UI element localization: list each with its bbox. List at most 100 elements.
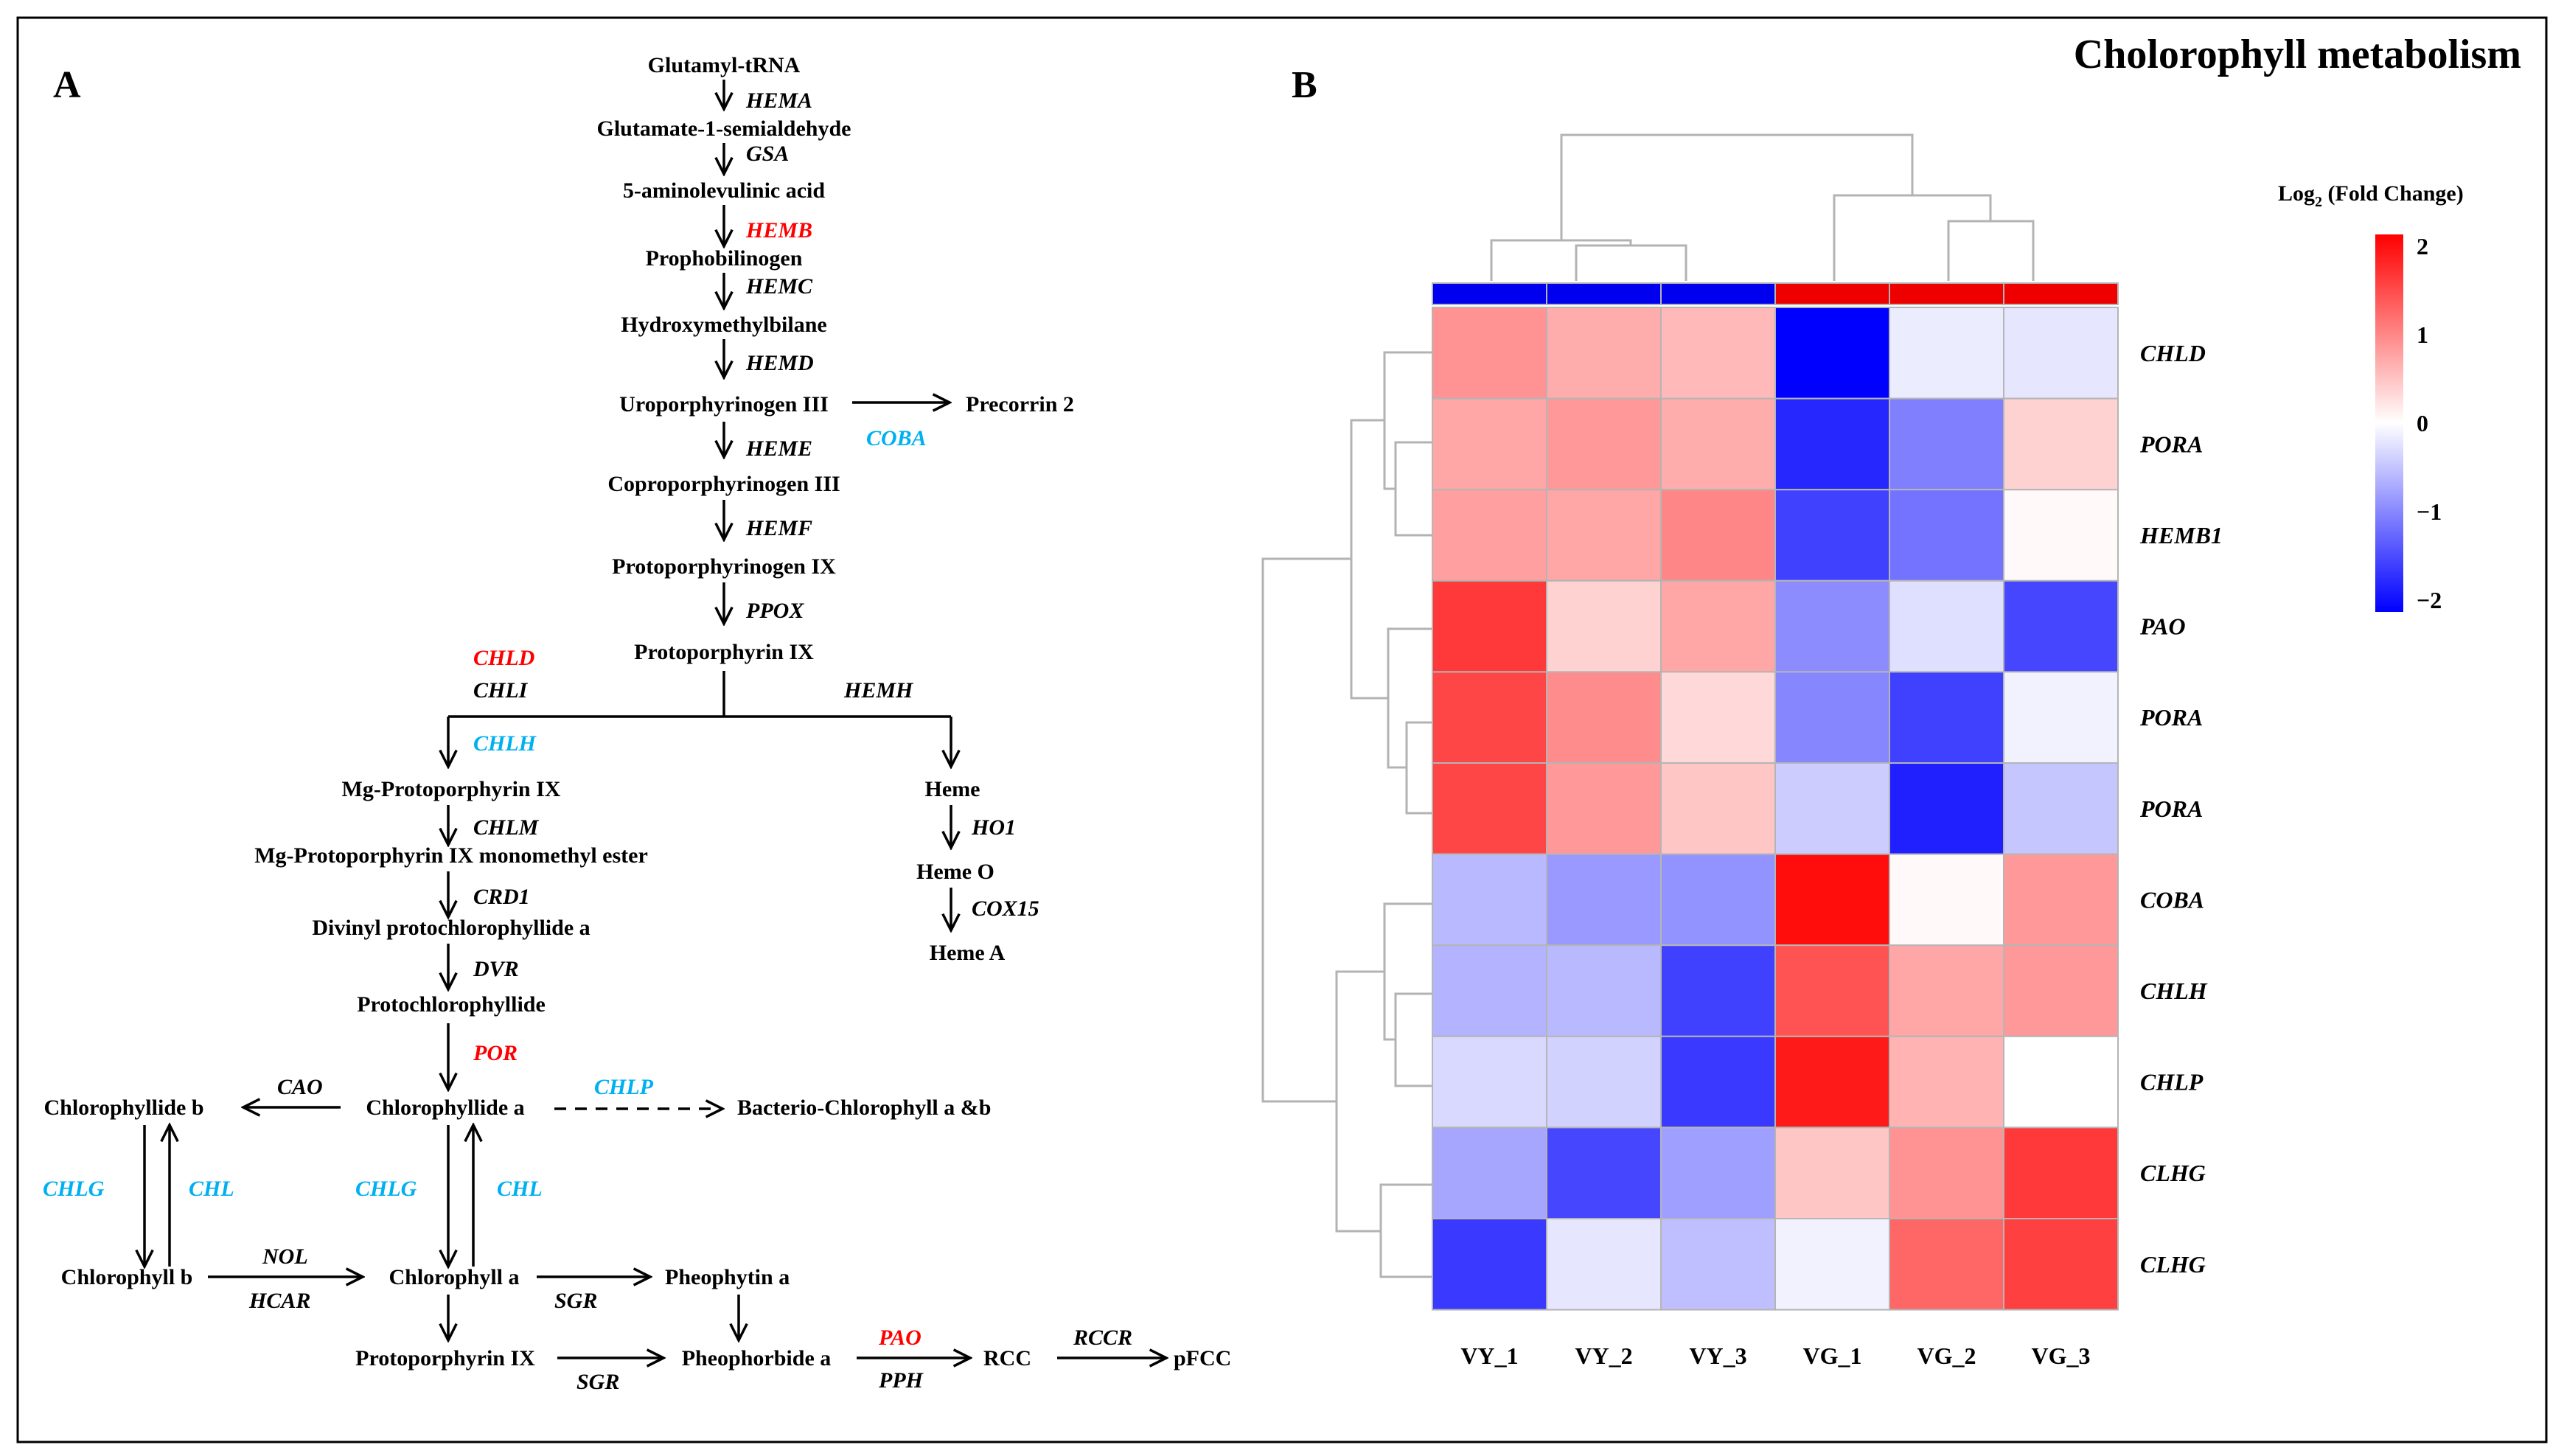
heatmap-cell — [1432, 307, 1547, 400]
row-labels: CHLD PORA HEMB1 PAO PORA PORA COBA CHLH CHLP CLHG… — [2139, 340, 2223, 1278]
legend-tick-label: 0 — [2417, 410, 2428, 436]
gene-chlh: CHLH — [473, 731, 537, 756]
gene-chlg-mid: CHLG — [355, 1177, 417, 1201]
gene-chl-left: CHL — [189, 1177, 234, 1201]
met-chlorophyll-b: Chlorophyll b — [61, 1265, 193, 1289]
heatmap-cell — [2003, 489, 2119, 582]
group-bar-cell — [1889, 282, 2004, 305]
met-hydroxymethylbilane: Hydroxymethylbilane — [621, 313, 826, 337]
heatmap-cell — [1774, 853, 1890, 947]
gene-gsa: GSA — [746, 142, 789, 166]
met-glutamate-semialdehyde: Glutamate-1-semialdehyde — [597, 116, 851, 141]
heatmap-cell — [1546, 853, 1662, 947]
heatmap-cell — [1660, 1218, 1776, 1311]
column-label: VG_3 — [2032, 1342, 2091, 1369]
gene-hemh: HEMH — [843, 678, 914, 703]
row-label: CHLD — [2140, 340, 2206, 366]
heatmap-cell — [1660, 671, 1776, 764]
panel-a: A Glutamyl-tRNA HEMA Glutamate-1-semiald… — [43, 53, 1231, 1394]
heatmap-cell — [2003, 579, 2119, 673]
met-bacterio: Bacterio-Chlorophyll a &b — [737, 1096, 991, 1120]
legend-gradient-bar — [2375, 234, 2403, 612]
column-label: VY_2 — [1575, 1342, 1632, 1369]
heatmap-cell — [1774, 944, 1890, 1037]
heatmap-cell — [1889, 397, 2004, 491]
met-protoporphyrin-2: Protoporphyrin IX — [355, 1346, 535, 1370]
heatmap-cell — [1660, 944, 1776, 1037]
gene-hemf: HEMF — [745, 516, 812, 540]
met-mg-proto-ester: Mg-Protoporphyrin IX monomethyl ester — [254, 843, 648, 868]
heatmap-cell — [1432, 1218, 1547, 1311]
row-label: CHLP — [2140, 1069, 2204, 1096]
column-labels: VY_1 VY_2 VY_3 VG_1 VG_2 VG_3 — [1460, 1342, 2090, 1369]
row-label: CHLH — [2140, 978, 2208, 1004]
heatmap-cell — [1660, 489, 1776, 582]
heatmap-cell — [1546, 579, 1662, 673]
column-label: VY_3 — [1689, 1342, 1746, 1369]
heatmap-cell — [2003, 671, 2119, 764]
met-glutamyl-trna: Glutamyl-tRNA — [648, 53, 801, 77]
heatmap-cell — [1660, 1035, 1776, 1129]
met-pfcc: pFCC — [1174, 1346, 1231, 1370]
gene-rccr: RCCR — [1073, 1326, 1132, 1350]
gene-ppox: PPOX — [745, 599, 804, 623]
heatmap-cell — [1774, 1218, 1890, 1311]
row-label: PORA — [2139, 431, 2203, 457]
color-legend: Log2 (Fold Change) 2 1 0 −1 −2 — [2278, 181, 2464, 613]
gene-sgr-b: SGR — [576, 1370, 619, 1394]
panel-b: B Cholorophyll metabolism CHLD PORA HEMB1 P… — [1261, 32, 2521, 1369]
heatmap-cell — [1889, 1035, 2004, 1129]
heatmap-cell — [1774, 671, 1890, 764]
row-label: CLHG — [2140, 1160, 2206, 1186]
heatmap-cell — [1774, 1035, 1890, 1129]
heatmap-cell — [1660, 853, 1776, 947]
heatmap-cell — [1546, 671, 1662, 764]
gene-pph: PPH — [878, 1368, 924, 1393]
met-precorrin: Precorrin 2 — [966, 392, 1074, 417]
heatmap-cell — [1889, 944, 2004, 1037]
met-pheophytin: Pheophytin a — [665, 1265, 790, 1289]
gene-coba: COBA — [866, 426, 927, 450]
gene-pao: PAO — [878, 1326, 922, 1350]
gene-nol: NOL — [262, 1244, 308, 1269]
row-label: PORA — [2139, 795, 2203, 822]
heatmap-cell — [1774, 762, 1890, 855]
heatmap-cell — [2003, 1126, 2119, 1220]
heatmap-cell — [1774, 579, 1890, 673]
heatmap-cell — [1660, 307, 1776, 400]
column-label: VY_1 — [1460, 1342, 1518, 1369]
met-rcc: RCC — [983, 1346, 1031, 1370]
heatmap-cell — [2003, 1035, 2119, 1129]
met-coproporphyrinogen: Coproporphyrinogen III — [607, 472, 840, 496]
group-bar-cell — [1660, 282, 1776, 305]
met-heme: Heme — [925, 777, 980, 801]
met-chlorophyllide-b: Chlorophyllide b — [43, 1096, 203, 1120]
met-protoporphyrinogen: Protoporphyrinogen IX — [612, 554, 836, 579]
heatmap-cell — [1546, 307, 1662, 400]
heatmap-cell — [1889, 307, 2004, 400]
gene-chlg-left: CHLG — [43, 1177, 105, 1201]
heatmap-cell — [1889, 1218, 2004, 1311]
heatmap-cell — [1889, 853, 2004, 947]
gene-ho1: HO1 — [971, 815, 1016, 840]
heatmap-cell — [1546, 762, 1662, 855]
panel-b-label: B — [1292, 64, 1317, 106]
gene-cox15: COX15 — [972, 896, 1039, 921]
row-label: CLHG — [2140, 1251, 2206, 1278]
row-dendrogram — [1261, 351, 1432, 1278]
heatmap-cell — [2003, 944, 2119, 1037]
heatmap-cell — [1432, 671, 1547, 764]
heatmap-cell — [1432, 853, 1547, 947]
gene-hemd: HEMD — [745, 351, 814, 375]
gene-hemb: HEMB — [745, 218, 812, 243]
heatmap-cell — [1889, 762, 2004, 855]
legend-ticks: 2 1 0 −1 −2 — [2417, 233, 2442, 613]
legend-title: Log2 (Fold Change) — [2278, 181, 2464, 210]
heatmap-cell — [1432, 489, 1547, 582]
gene-chli: CHLI — [473, 678, 529, 703]
gene-por: POR — [473, 1041, 518, 1065]
heatmap-cell — [1546, 944, 1662, 1037]
row-label: PAO — [2139, 613, 2186, 640]
row-label: COBA — [2140, 886, 2204, 913]
heatmap-cell — [1432, 1035, 1547, 1129]
